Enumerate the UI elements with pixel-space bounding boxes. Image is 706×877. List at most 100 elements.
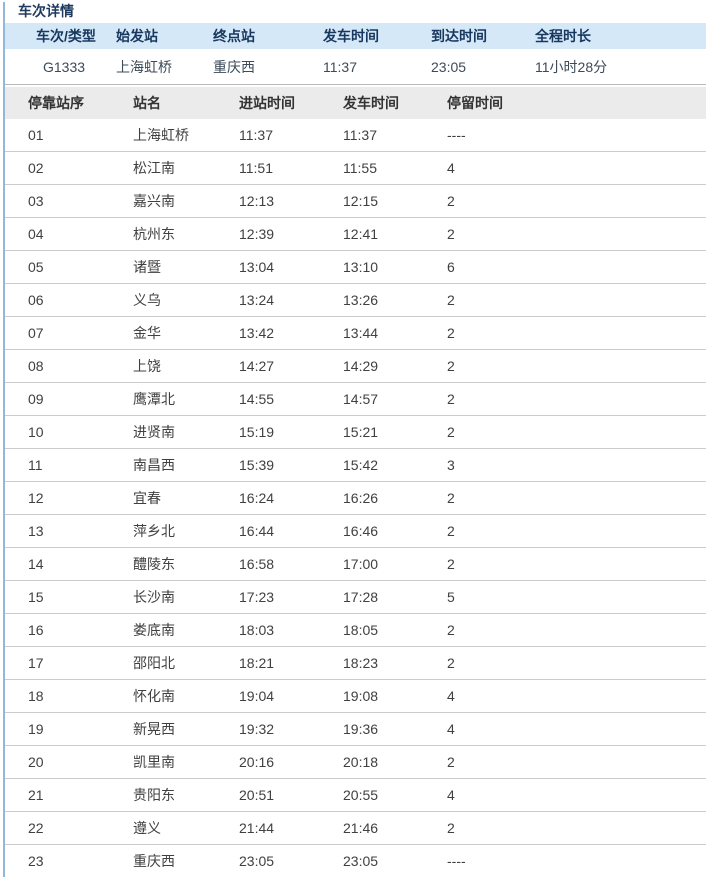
stop-dwell: 2	[447, 481, 706, 515]
stop-seq: 10	[3, 415, 133, 449]
stop-arrive: 23:05	[239, 844, 343, 877]
stop-depart: 20:55	[343, 778, 447, 812]
stop-depart: 18:23	[343, 646, 447, 680]
stop-dwell: 2	[447, 316, 706, 350]
header-duration: 全程时长	[535, 23, 706, 49]
arrive-time-value: 23:05	[431, 49, 535, 85]
stop-depart: 18:05	[343, 613, 447, 647]
stop-dwell: 2	[447, 283, 706, 317]
station-name: 怀化南	[133, 679, 239, 713]
table-row: 07 金华 13:42 13:44 2	[3, 316, 706, 350]
table-row: 21 贵阳东 20:51 20:55 4	[3, 778, 706, 812]
header-arrive-time: 到达时间	[431, 23, 535, 49]
train-info-table: 车次/类型 始发站 终点站 发车时间 到达时间 全程时长 G1333 上海虹桥 …	[3, 23, 706, 85]
table-row: 10 进贤南 15:19 15:21 2	[3, 415, 706, 449]
stop-dwell: 2	[447, 184, 706, 218]
station-name: 上海虹桥	[133, 119, 239, 152]
stop-arrive: 20:51	[239, 778, 343, 812]
stop-arrive: 13:24	[239, 283, 343, 317]
stop-depart: 14:57	[343, 382, 447, 416]
left-accent-border	[3, 2, 5, 877]
stop-seq: 09	[3, 382, 133, 416]
stops-header-row: 停靠站序 站名 进站时间 发车时间 停留时间	[3, 87, 706, 119]
table-row: 11 南昌西 15:39 15:42 3	[3, 448, 706, 482]
depart-time-value: 11:37	[323, 49, 431, 85]
stop-seq: 08	[3, 349, 133, 383]
stop-seq: 21	[3, 778, 133, 812]
stop-depart: 16:46	[343, 514, 447, 548]
stop-seq: 19	[3, 712, 133, 746]
stop-seq: 16	[3, 613, 133, 647]
table-row: 18 怀化南 19:04 19:08 4	[3, 679, 706, 713]
station-name: 娄底南	[133, 613, 239, 647]
stop-seq: 05	[3, 250, 133, 284]
table-row: 13 萍乡北 16:44 16:46 2	[3, 514, 706, 548]
stop-dwell: ----	[447, 844, 706, 877]
stop-arrive: 18:21	[239, 646, 343, 680]
header-depart-time: 发车时间	[323, 23, 431, 49]
station-name: 重庆西	[133, 844, 239, 877]
table-row: 06 义乌 13:24 13:26 2	[3, 283, 706, 317]
table-row: 23 重庆西 23:05 23:05 ----	[3, 844, 706, 877]
stop-arrive: 13:42	[239, 316, 343, 350]
station-name: 金华	[133, 316, 239, 350]
stop-depart: 14:29	[343, 349, 447, 383]
stop-seq: 04	[3, 217, 133, 251]
header-train-no: 车次/类型	[3, 23, 116, 49]
stop-arrive: 17:23	[239, 580, 343, 614]
stop-dwell: 2	[447, 382, 706, 416]
stop-depart: 20:18	[343, 745, 447, 779]
stop-arrive: 14:55	[239, 382, 343, 416]
stop-depart: 21:46	[343, 811, 447, 845]
stop-dwell: 3	[447, 448, 706, 482]
stop-arrive: 11:37	[239, 119, 343, 152]
table-row: 12 宜春 16:24 16:26 2	[3, 481, 706, 515]
table-row: 14 醴陵东 16:58 17:00 2	[3, 547, 706, 581]
stop-dwell: 6	[447, 250, 706, 284]
page-title: 车次详情	[18, 3, 74, 19]
table-row: 09 鹰潭北 14:55 14:57 2	[3, 382, 706, 416]
stop-dwell: 4	[447, 151, 706, 185]
header-stop-dwell: 停留时间	[447, 87, 706, 119]
stop-arrive: 12:13	[239, 184, 343, 218]
table-row: 02 松江南 11:51 11:55 4	[3, 151, 706, 185]
station-name: 凯里南	[133, 745, 239, 779]
stop-dwell: 2	[447, 811, 706, 845]
stop-arrive: 15:39	[239, 448, 343, 482]
stop-arrive: 16:44	[239, 514, 343, 548]
stop-seq: 06	[3, 283, 133, 317]
stop-depart: 12:41	[343, 217, 447, 251]
stop-arrive: 15:19	[239, 415, 343, 449]
stop-depart: 17:28	[343, 580, 447, 614]
stop-depart: 23:05	[343, 844, 447, 877]
train-info-row: G1333 上海虹桥 重庆西 11:37 23:05 11小时28分	[3, 49, 706, 85]
stop-seq: 20	[3, 745, 133, 779]
header-stop-arrive: 进站时间	[239, 87, 343, 119]
stop-seq: 02	[3, 151, 133, 185]
station-name: 贵阳东	[133, 778, 239, 812]
stop-seq: 03	[3, 184, 133, 218]
station-name: 义乌	[133, 283, 239, 317]
stop-depart: 13:26	[343, 283, 447, 317]
stop-dwell: 2	[447, 217, 706, 251]
stop-dwell: 2	[447, 514, 706, 548]
stop-depart: 13:10	[343, 250, 447, 284]
station-name: 醴陵东	[133, 547, 239, 581]
table-row: 04 杭州东 12:39 12:41 2	[3, 217, 706, 251]
stop-depart: 16:26	[343, 481, 447, 515]
station-name: 上饶	[133, 349, 239, 383]
stop-depart: 13:44	[343, 316, 447, 350]
stop-dwell: 4	[447, 679, 706, 713]
stop-depart: 15:21	[343, 415, 447, 449]
stop-seq: 15	[3, 580, 133, 614]
header-origin: 始发站	[116, 23, 213, 49]
table-row: 20 凯里南 20:16 20:18 2	[3, 745, 706, 779]
stop-seq: 22	[3, 811, 133, 845]
stop-dwell: 4	[447, 712, 706, 746]
stop-dwell: 2	[447, 547, 706, 581]
header-terminal: 终点站	[213, 23, 323, 49]
stop-seq: 07	[3, 316, 133, 350]
station-name: 萍乡北	[133, 514, 239, 548]
stop-arrive: 19:32	[239, 712, 343, 746]
